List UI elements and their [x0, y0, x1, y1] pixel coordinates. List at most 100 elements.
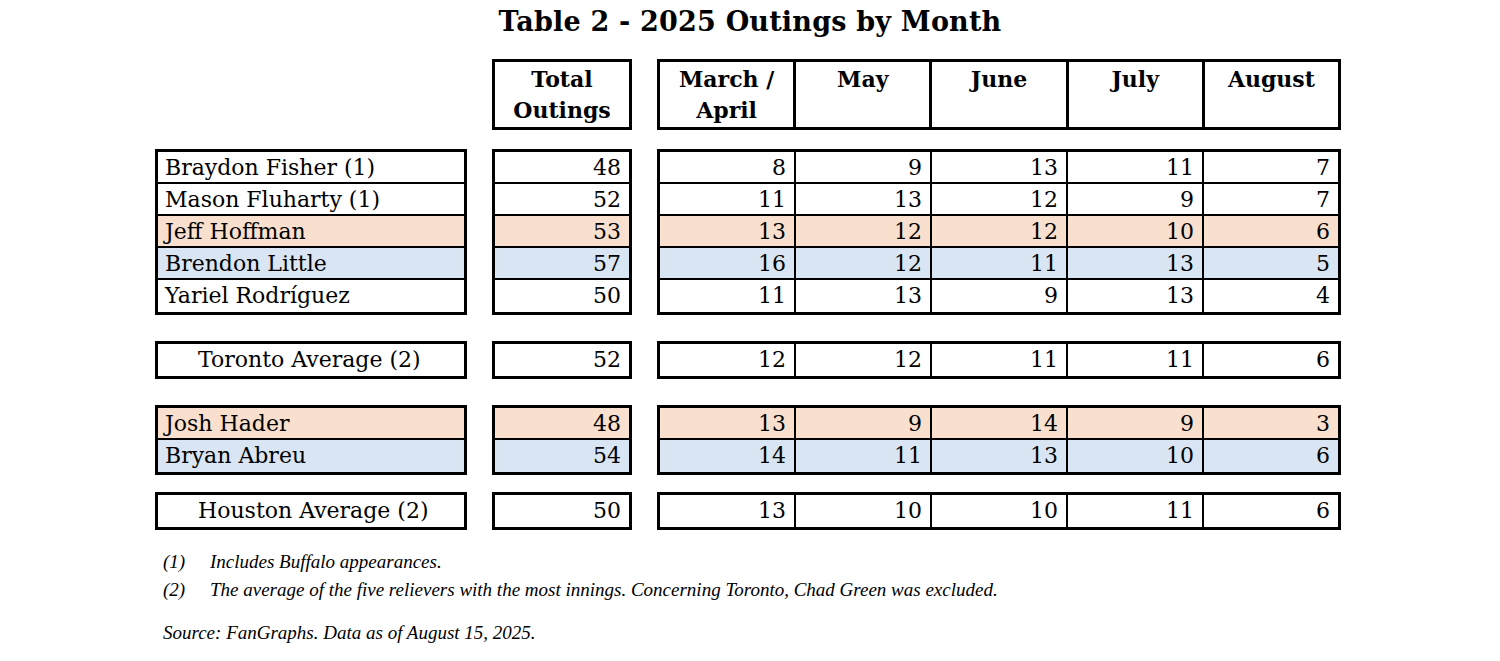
month-cell: 10 [932, 495, 1068, 527]
month-cell: 16 [660, 248, 796, 278]
month-cell: 12 [796, 248, 932, 278]
footnote-text: Includes Buffalo appearances. [210, 551, 442, 572]
months-row: 14 11 13 10 6 [660, 440, 1338, 472]
month-cell: 12 [932, 184, 1068, 214]
header-may: May [796, 62, 932, 127]
months-row: 8 9 13 11 7 [660, 152, 1338, 184]
month-cell: 8 [660, 152, 796, 182]
month-cell: 11 [660, 280, 796, 312]
month-cell: 3 [1204, 408, 1338, 438]
total-cell: 53 [495, 216, 629, 248]
player-name-cell: Bryan Abreu [158, 440, 464, 472]
toronto-months-block: 8 9 13 11 7 11 13 12 9 7 13 12 12 10 6 1… [657, 149, 1341, 315]
month-cell: 5 [1204, 248, 1338, 278]
header-months: March / April May June July August [657, 59, 1341, 130]
houston-average-months-block: 13 10 10 11 6 [657, 492, 1341, 530]
month-cell: 7 [1204, 184, 1338, 214]
month-cell: 11 [932, 344, 1068, 376]
month-cell: 11 [1068, 344, 1204, 376]
month-cell: 6 [1204, 495, 1338, 527]
month-cell: 12 [796, 344, 932, 376]
month-cell: 7 [1204, 152, 1338, 182]
footnote-marker: (1) [163, 551, 210, 573]
month-cell: 13 [932, 440, 1068, 472]
houston-name-block: Josh Hader Bryan Abreu [155, 405, 467, 475]
header-august: August [1205, 62, 1338, 127]
month-cell: 12 [932, 216, 1068, 246]
month-cell: 11 [1068, 495, 1204, 527]
month-cell: 14 [932, 408, 1068, 438]
month-cell: 13 [932, 152, 1068, 182]
player-name-cell: Yariel Rodríguez [158, 280, 464, 312]
header-july: July [1069, 62, 1205, 127]
houston-average-name-block: Houston Average (2) [155, 492, 467, 530]
month-cell: 11 [660, 184, 796, 214]
table-title: Table 2 - 2025 Outings by Month [0, 6, 1500, 37]
month-cell: 9 [932, 280, 1068, 312]
month-cell: 10 [796, 495, 932, 527]
month-cell: 9 [1068, 408, 1204, 438]
month-cell: 14 [660, 440, 796, 472]
total-cell: 48 [495, 408, 629, 440]
total-cell: 52 [495, 344, 629, 376]
month-cell: 9 [1068, 184, 1204, 214]
footnote-text: The average of the five relievers with t… [210, 579, 998, 600]
header-june: June [932, 62, 1068, 127]
header-march-april: March / April [660, 62, 796, 127]
month-cell: 6 [1204, 440, 1338, 472]
total-cell: 54 [495, 440, 629, 472]
month-cell: 9 [796, 152, 932, 182]
total-cell: 57 [495, 248, 629, 280]
player-name-cell: Mason Fluharty (1) [158, 184, 464, 216]
header-total-outings: Total Outings [492, 59, 632, 130]
houston-months-block: 13 9 14 9 3 14 11 13 10 6 [657, 405, 1341, 475]
month-cell: 10 [1068, 216, 1204, 246]
average-name-cell: Houston Average (2) [158, 495, 464, 527]
month-cell: 12 [660, 344, 796, 376]
player-name-cell: Brendon Little [158, 248, 464, 280]
toronto-average-months-block: 12 12 11 11 6 [657, 341, 1341, 379]
month-cell: 9 [796, 408, 932, 438]
month-cell: 13 [660, 408, 796, 438]
total-cell: 48 [495, 152, 629, 184]
month-cell: 13 [1068, 280, 1204, 312]
player-name-cell: Jeff Hoffman [158, 216, 464, 248]
month-cell: 11 [796, 440, 932, 472]
houston-average-total-block: 50 [492, 492, 632, 530]
player-name-cell: Braydon Fisher (1) [158, 152, 464, 184]
month-cell: 11 [932, 248, 1068, 278]
month-cell: 12 [796, 216, 932, 246]
months-row: 11 13 9 13 4 [660, 280, 1338, 312]
months-row: 13 10 10 11 6 [660, 495, 1338, 527]
month-cell: 13 [796, 280, 932, 312]
months-row: 11 13 12 9 7 [660, 184, 1338, 216]
month-cell: 11 [1068, 152, 1204, 182]
toronto-name-block: Braydon Fisher (1) Mason Fluharty (1) Je… [155, 149, 467, 315]
total-cell: 50 [495, 495, 629, 527]
month-cell: 13 [1068, 248, 1204, 278]
outings-table-figure: Table 2 - 2025 Outings by Month Total Ou… [0, 0, 1500, 661]
source-note: Source: FanGraphs. Data as of August 15,… [163, 622, 536, 644]
month-cell: 13 [660, 495, 796, 527]
month-cell: 13 [796, 184, 932, 214]
footnote-2: (2)The average of the five relievers wit… [163, 579, 998, 601]
toronto-total-block: 48 52 53 57 50 [492, 149, 632, 315]
month-cell: 4 [1204, 280, 1338, 312]
total-cell: 50 [495, 280, 629, 312]
months-row: 13 9 14 9 3 [660, 408, 1338, 440]
months-row: 12 12 11 11 6 [660, 344, 1338, 376]
average-name-cell: Toronto Average (2) [158, 344, 464, 376]
month-cell: 6 [1204, 216, 1338, 246]
months-row: 16 12 11 13 5 [660, 248, 1338, 280]
footnote-1: (1)Includes Buffalo appearances. [163, 551, 442, 573]
toronto-average-total-block: 52 [492, 341, 632, 379]
footnote-marker: (2) [163, 579, 210, 601]
month-cell: 13 [660, 216, 796, 246]
toronto-average-name-block: Toronto Average (2) [155, 341, 467, 379]
houston-total-block: 48 54 [492, 405, 632, 475]
month-cell: 6 [1204, 344, 1338, 376]
player-name-cell: Josh Hader [158, 408, 464, 440]
month-cell: 10 [1068, 440, 1204, 472]
months-row: 13 12 12 10 6 [660, 216, 1338, 248]
total-cell: 52 [495, 184, 629, 216]
